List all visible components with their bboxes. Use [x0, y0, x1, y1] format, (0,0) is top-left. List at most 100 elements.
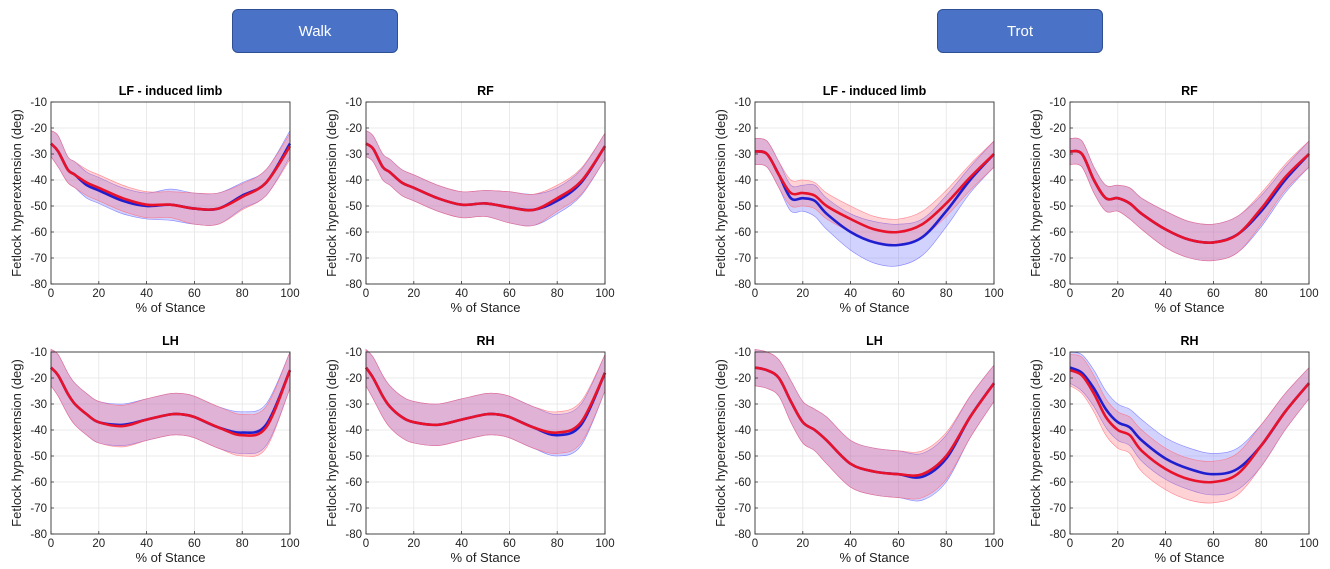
- chart-2: 0 20 40 60 80 100 -80 -70 -60 -50 -40 -30 -20 -10 RF % …: [324, 84, 615, 315]
- y-tick-label: -40: [30, 175, 47, 187]
- x-tick-label: 100: [280, 538, 299, 550]
- y-tick-label: -40: [345, 175, 362, 187]
- y-tick-label: -60: [1049, 227, 1066, 239]
- chart-title: RH: [476, 334, 494, 348]
- x-tick-label: 40: [844, 538, 857, 550]
- x-tick-label: 20: [1111, 288, 1124, 300]
- y-axis-label: Fetlock hyperextension (deg): [1028, 359, 1043, 527]
- x-tick-label: 60: [1207, 538, 1220, 550]
- chart-title: LH: [162, 334, 179, 348]
- x-tick-label: 40: [1159, 538, 1172, 550]
- x-tick-label: 80: [940, 288, 953, 300]
- x-tick-label: 60: [503, 538, 516, 550]
- y-tick-label: -20: [30, 373, 47, 385]
- x-tick-label: 60: [188, 538, 201, 550]
- plot-area: [366, 352, 605, 534]
- x-tick-label: 60: [503, 288, 516, 300]
- x-tick-label: 80: [236, 288, 249, 300]
- chart-7: 0 20 40 60 80 100 -80 -70 -60 -50 -40 -30 -20 -10 LH % …: [713, 334, 1004, 565]
- x-axis-label: % of Stance: [450, 550, 520, 565]
- x-tick-label: 40: [455, 538, 468, 550]
- y-tick-label: -20: [1049, 373, 1066, 385]
- y-tick-label: -40: [1049, 175, 1066, 187]
- y-tick-label: -80: [1049, 279, 1066, 291]
- y-tick-label: -70: [345, 503, 362, 515]
- chart-8: 0 20 40 60 80 100 -80 -70 -60 -50 -40 -30 -20 -10 RH % …: [1028, 334, 1319, 565]
- y-tick-label: -60: [345, 227, 362, 239]
- y-tick-label: -80: [345, 529, 362, 541]
- series-red-line: [754, 150, 995, 234]
- x-tick-label: 100: [1299, 538, 1318, 550]
- y-axis-label: Fetlock hyperextension (deg): [713, 359, 728, 527]
- y-tick-label: -70: [1049, 503, 1066, 515]
- x-axis-label: % of Stance: [135, 550, 205, 565]
- x-tick-label: 60: [892, 288, 905, 300]
- y-axis-label: Fetlock hyperextension (deg): [9, 109, 24, 277]
- x-tick-label: 40: [455, 288, 468, 300]
- x-tick-label: 0: [752, 288, 758, 300]
- y-tick-label: -70: [1049, 253, 1066, 265]
- plot-frame: [365, 351, 606, 535]
- x-tick-label: 100: [595, 288, 614, 300]
- y-tick-label: -80: [734, 529, 751, 541]
- y-axis-label: Fetlock hyperextension (deg): [324, 359, 339, 527]
- y-tick-label: -50: [345, 451, 362, 463]
- chart-title: RF: [1181, 84, 1198, 98]
- chart-title: LH: [866, 334, 883, 348]
- y-tick-label: -20: [345, 373, 362, 385]
- y-tick-label: -50: [30, 451, 47, 463]
- x-tick-label: 20: [407, 538, 420, 550]
- y-tick-label: -70: [345, 253, 362, 265]
- x-tick-label: 0: [363, 538, 369, 550]
- series-red-line: [754, 366, 996, 477]
- y-tick-label: -30: [1049, 399, 1066, 411]
- x-axis-label: % of Stance: [1154, 550, 1224, 565]
- series-red-line: [1069, 368, 1310, 484]
- series-red-line: [1069, 149, 1310, 244]
- trot-header-label: Trot: [1006, 22, 1034, 40]
- plot-area: [1070, 352, 1309, 534]
- y-tick-label: -30: [345, 149, 362, 161]
- y-tick-label: -40: [345, 425, 362, 437]
- y-tick-label: -40: [734, 425, 751, 437]
- x-tick-label: 0: [48, 288, 54, 300]
- y-tick-label: -70: [734, 253, 751, 265]
- chart-title: LF - induced limb: [823, 84, 927, 98]
- x-tick-label: 0: [1067, 538, 1073, 550]
- y-tick-label: -60: [30, 477, 47, 489]
- x-tick-label: 40: [140, 538, 153, 550]
- x-tick-label: 100: [595, 538, 614, 550]
- plot-frame: [50, 101, 291, 285]
- y-tick-label: -60: [1049, 477, 1066, 489]
- y-tick-label: -40: [734, 175, 751, 187]
- y-tick-label: -30: [734, 399, 751, 411]
- walk-header-box: Walk: [232, 9, 398, 53]
- y-tick-label: -60: [734, 227, 751, 239]
- plot-area: [1070, 102, 1309, 284]
- x-tick-label: 80: [551, 288, 564, 300]
- y-tick-label: -10: [345, 97, 362, 109]
- y-tick-label: -30: [345, 399, 362, 411]
- x-tick-label: 20: [92, 288, 105, 300]
- plot-area: [51, 352, 290, 534]
- plot-frame: [754, 351, 995, 535]
- x-tick-label: 80: [236, 538, 249, 550]
- x-tick-label: 100: [1299, 288, 1318, 300]
- chart-title: RF: [477, 84, 494, 98]
- x-axis-label: % of Stance: [839, 300, 909, 315]
- x-tick-label: 40: [140, 288, 153, 300]
- y-tick-label: -10: [1049, 97, 1066, 109]
- y-tick-label: -80: [30, 529, 47, 541]
- y-tick-label: -50: [1049, 451, 1066, 463]
- trot-header-box: Trot: [937, 9, 1103, 53]
- x-tick-label: 0: [48, 538, 54, 550]
- y-tick-label: -30: [1049, 149, 1066, 161]
- x-tick-label: 20: [796, 538, 809, 550]
- y-tick-label: -30: [30, 149, 47, 161]
- x-tick-label: 80: [940, 538, 953, 550]
- plot-frame: [1069, 101, 1310, 285]
- y-tick-label: -10: [30, 347, 47, 359]
- y-tick-label: -50: [30, 201, 47, 213]
- y-tick-label: -20: [30, 123, 47, 135]
- y-tick-label: -70: [30, 503, 47, 515]
